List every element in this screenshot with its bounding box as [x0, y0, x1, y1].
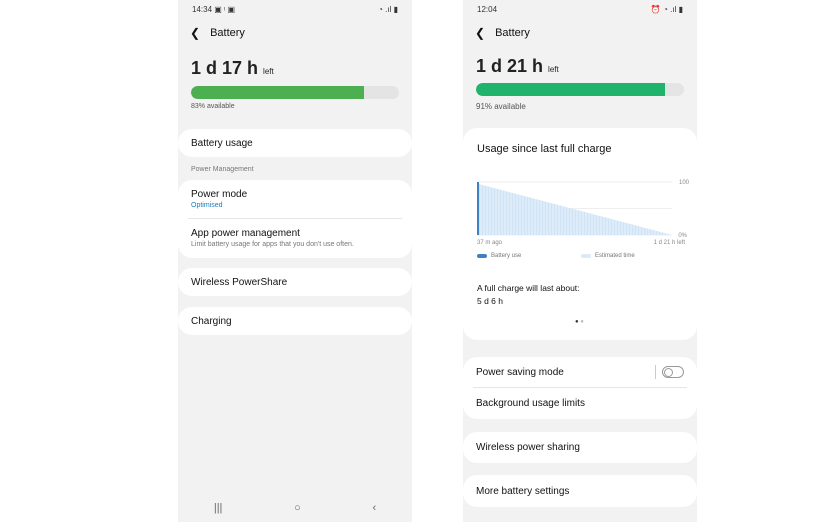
battery-bar — [191, 86, 399, 99]
back-icon[interactable]: ❮ — [475, 26, 486, 40]
status-icons: ◔ .ıl ▮ — [378, 5, 398, 14]
usage-card: Usage since last full charge 100 0% 37 m a… — [463, 128, 697, 340]
time-left: 1 d 17 h left — [191, 58, 274, 79]
left-phone-screen: 14:34 ▣ ᵎ ▣ ◔ .ıl ▮ ❮ Battery 1 d 17 h lef… — [178, 0, 412, 522]
divider — [655, 365, 656, 379]
y-tick-label: 0% — [678, 233, 687, 239]
section-header: Power Management — [191, 166, 254, 173]
page-indicator[interactable]: ● ● — [575, 319, 584, 325]
power-saving-toggle[interactable] — [662, 366, 684, 378]
time-left-suffix: left — [263, 67, 274, 76]
more-settings-item[interactable]: More battery settings — [463, 475, 697, 507]
full-charge-value: 5 d 6 h — [477, 296, 503, 306]
wireless-label: Wireless PowerShare — [191, 276, 288, 288]
power-saving-label: Power saving mode — [476, 366, 564, 378]
power-mode-item[interactable]: Power mode Optimised — [178, 180, 412, 218]
charging-label: Charging — [191, 315, 232, 327]
status-bar: 14:34 ▣ ᵎ ▣ ◔ .ıl ▮ — [192, 5, 398, 14]
more-settings-label: More battery settings — [476, 485, 570, 497]
app-power-label: App power management — [191, 228, 300, 239]
battery-usage-item[interactable]: Battery usage — [178, 129, 412, 157]
usage-chart: 100 0% 37 m ago 1 d 21 h left — [477, 180, 690, 246]
legend-battery-use: Battery use — [477, 253, 521, 259]
time-left-value: 1 d 21 h — [476, 56, 544, 76]
time-left-value: 1 d 17 h — [191, 58, 259, 78]
power-mode-label: Power mode — [191, 189, 248, 200]
divider — [188, 218, 402, 219]
page-title: Battery — [495, 27, 530, 39]
charging-item[interactable]: Charging — [178, 307, 412, 335]
time-left-suffix: left — [548, 65, 559, 74]
legend-swatch — [581, 254, 591, 258]
battery-bar-fill — [191, 86, 364, 99]
page-title: Battery — [210, 27, 245, 39]
legend-label: Estimated time — [595, 253, 635, 259]
legend-label: Battery use — [491, 253, 522, 259]
status-time: 14:34 — [192, 5, 213, 14]
wireless-label: Wireless power sharing — [476, 442, 580, 453]
x-tick-label: 37 m ago — [477, 240, 503, 246]
power-mode-value: Optimised — [191, 202, 223, 209]
back-icon[interactable]: ❮ — [190, 26, 201, 40]
battery-bar-fill — [476, 83, 666, 96]
background-limits-label: Background usage limits — [476, 398, 585, 409]
battery-use-bar — [477, 182, 479, 235]
wireless-sharing-item[interactable]: Wireless power sharing — [463, 432, 697, 463]
home-button[interactable]: ○ — [294, 502, 301, 514]
notification-icons: ▣ ᵎ ▣ — [214, 5, 236, 14]
recents-button[interactable]: ||| — [213, 502, 223, 514]
background-limits-item[interactable]: Background usage limits — [463, 388, 697, 419]
legend-swatch — [477, 254, 487, 258]
divider — [473, 387, 687, 388]
status-bar: 12:04 ⏰ ◔ .ıl ▮ — [477, 5, 683, 14]
battery-usage-label: Battery usage — [191, 137, 253, 149]
app-power-sub: Limit battery usage for apps that you do… — [191, 241, 354, 248]
nav-bar: ||| ○ ‹ — [178, 502, 412, 514]
app-power-item[interactable]: App power management Limit battery usage … — [178, 219, 412, 257]
x-tick-label: 1 d 21 h left — [654, 240, 686, 246]
power-card: Power saving mode Background usage limit… — [463, 357, 697, 419]
power-management-card: Power mode Optimised App power management… — [178, 180, 412, 258]
right-phone-screen: 12:04 ⏰ ◔ .ıl ▮ ❮ Battery 1 d 21 h left 91… — [463, 0, 697, 522]
status-time: 12:04 — [477, 5, 498, 14]
available-text: 91% available — [476, 102, 526, 111]
battery-bar — [476, 83, 684, 96]
y-tick-label: 100 — [679, 180, 690, 186]
available-text: 83% available — [191, 103, 235, 110]
status-icons: ⏰ ◔ .ıl ▮ — [650, 5, 683, 14]
full-charge-label: A full charge will last about: — [477, 283, 580, 293]
power-saving-item[interactable]: Power saving mode — [463, 357, 697, 387]
legend-estimated: Estimated time — [581, 253, 635, 259]
wireless-powershare-item[interactable]: Wireless PowerShare — [178, 268, 412, 296]
estimated-area — [479, 184, 672, 235]
back-button[interactable]: ‹ — [372, 502, 377, 514]
time-left: 1 d 21 h left — [476, 56, 559, 77]
usage-title: Usage since last full charge — [477, 143, 612, 155]
